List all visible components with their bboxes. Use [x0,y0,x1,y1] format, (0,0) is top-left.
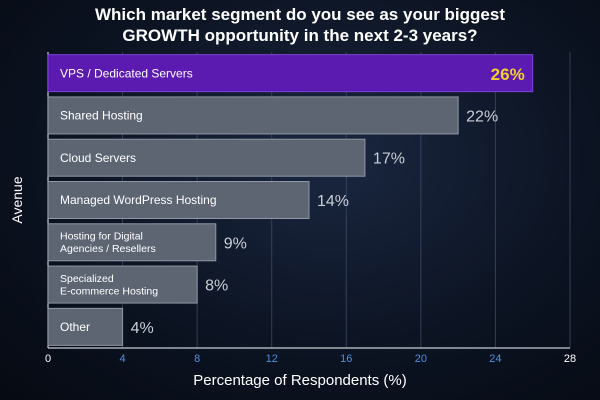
x-tick-label-8: 8 [194,353,200,365]
category-label-2: Cloud Servers [60,151,136,165]
y-axis-label: Avenue [9,176,25,224]
x-tick-label-24: 24 [489,353,501,365]
x-tick-label-16: 16 [340,353,352,365]
category-label-6: Other [60,320,90,334]
value-label-3: 14% [317,193,349,210]
chart-title: Which market segment do you see as your … [0,4,600,46]
x-tick-label-28: 28 [564,353,576,365]
category-label-4: Hosting for Digital Agencies / Resellers [60,231,156,256]
category-label-0: VPS / Dedicated Servers [60,66,193,80]
bar-3 [47,181,310,219]
x-axis-label: Percentage of Respondents (%) [193,372,407,389]
value-label-2: 17% [373,151,405,168]
chart-title-line-1: Which market segment do you see as your … [95,5,505,24]
category-label-5: Specialized E-commerce Hosting [60,273,158,298]
bar-5 [47,265,198,304]
value-label-0: 26% [491,65,525,84]
category-label-1: Shared Hosting [60,109,143,123]
category-label-3: Managed WordPress Hosting [60,193,217,207]
bar-0 [47,54,534,93]
value-label-5: 8% [205,278,228,295]
value-label-6: 4% [131,320,154,337]
value-label-4: 9% [224,235,247,252]
bar-2 [47,138,366,177]
x-tick-label-12: 12 [266,353,278,365]
x-tick-label-0: 0 [45,353,51,365]
bar-1 [47,96,459,135]
x-tick-label-20: 20 [415,353,427,365]
bar-6 [47,307,124,346]
value-label-1: 22% [466,108,498,125]
chart-title-line-2: GROWTH opportunity in the next 2-3 years… [122,26,478,45]
x-tick-label-4: 4 [120,353,126,365]
bar-4 [47,223,217,262]
